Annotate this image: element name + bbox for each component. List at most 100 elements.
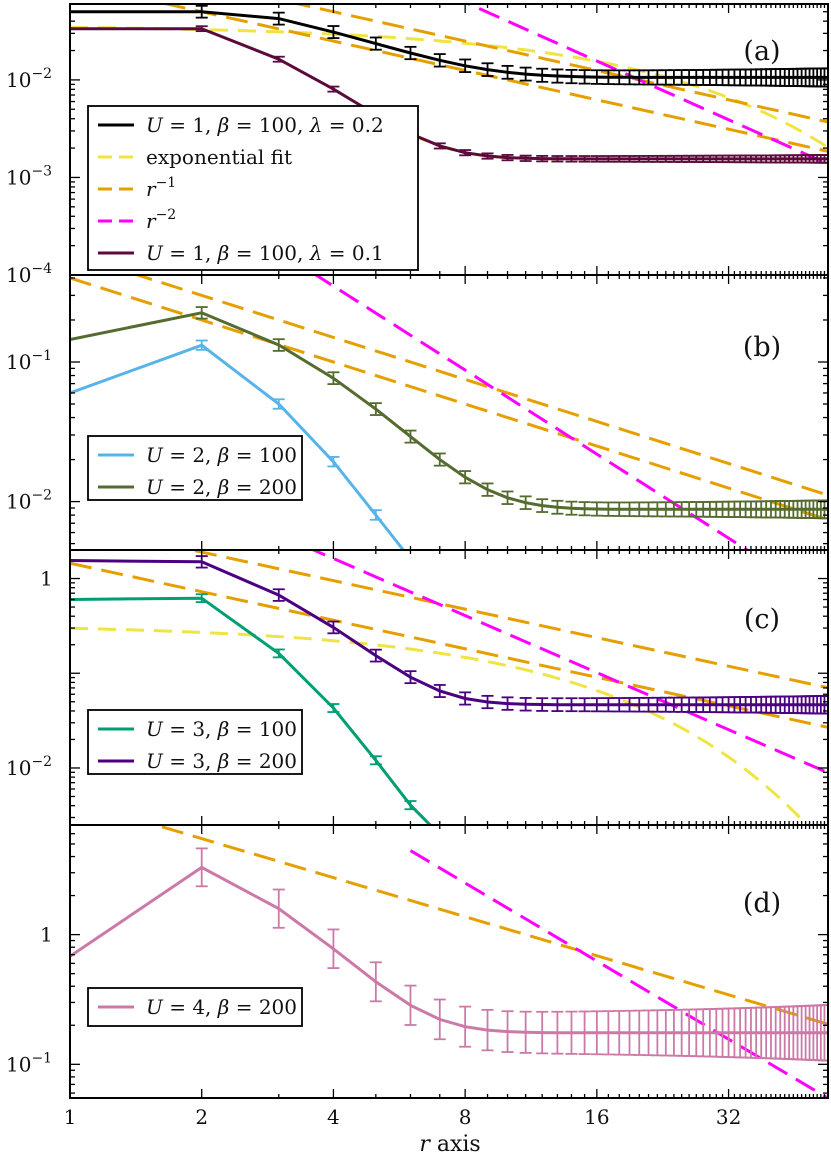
plot-curves xyxy=(70,4,831,1098)
panel-c-errorbar xyxy=(459,844,471,852)
panel-a-errorbar xyxy=(551,155,564,163)
panel-a-errorbar xyxy=(369,36,382,51)
panel-b-errorbar xyxy=(602,613,614,624)
panel-c-errorbar xyxy=(822,847,831,859)
legend-entry: U = 3, β = 200 xyxy=(146,749,297,773)
y-tick-label: 10−2 xyxy=(6,488,52,514)
panel-c-errorbar xyxy=(723,848,735,858)
panel-b-errorbar xyxy=(728,612,740,625)
panel-d-errorbar xyxy=(433,998,446,1041)
panel-c-errorbar xyxy=(327,620,340,635)
panel-b-errorbar xyxy=(651,613,663,624)
panel-a-errorbar xyxy=(481,152,494,160)
panel-a-errorbar xyxy=(602,69,615,85)
panel-c-label: (c) xyxy=(744,604,780,635)
panel-a-errorbar xyxy=(481,62,494,77)
panel-c-errorbar xyxy=(613,849,625,858)
panel-a-errorbar xyxy=(565,155,578,163)
panel-c-errorbar xyxy=(683,849,695,859)
legend-frame xyxy=(87,105,419,271)
panel-a-errorbar xyxy=(501,154,514,162)
panel-c-errorbar xyxy=(551,849,563,858)
panel-c-errorbar xyxy=(717,848,729,858)
panel-c-errorbar xyxy=(369,648,382,663)
panel-b-errorbar xyxy=(807,612,819,626)
panel-c-errorbar xyxy=(536,849,548,858)
panel-b-errorbar xyxy=(369,402,382,416)
panel-d-curves xyxy=(70,825,828,1098)
panel-d-errorbar xyxy=(195,847,208,888)
panel-c-errorbar xyxy=(750,848,762,859)
panel-c-errorbar xyxy=(434,831,446,839)
panel-c-errorbar xyxy=(591,849,603,858)
panel-a-errorbar xyxy=(578,155,591,163)
panel-b-errorbar xyxy=(590,501,603,517)
panel-c-errorbar xyxy=(613,697,626,713)
panel-c-errorbar xyxy=(433,684,446,698)
panel-b-errorbar xyxy=(787,612,799,626)
panel-a-errorbar xyxy=(822,154,828,164)
panel-b-errorbar xyxy=(723,612,735,624)
panel-c-frame xyxy=(69,549,829,826)
x-axis-title: r axis xyxy=(419,1132,480,1157)
panel-b-errorbar xyxy=(690,613,702,625)
panel-b-label: (b) xyxy=(743,332,781,363)
panel-b-errorbar xyxy=(481,482,494,497)
panel-a-errorbar xyxy=(433,142,446,150)
panel-c-legend: U = 3, β = 100 U = 3, β = 200 xyxy=(87,709,303,775)
panel-a-guide-6 xyxy=(465,4,828,166)
panel-b-errorbar xyxy=(404,554,416,564)
panel-c-errorbar xyxy=(502,849,514,858)
panel-b-errorbar xyxy=(613,613,625,624)
legend-entry: U = 3, β = 100 xyxy=(146,717,297,741)
panel-c-errorbar xyxy=(740,848,752,859)
panel-a-errorbar xyxy=(590,69,603,85)
panel-c-errorbar xyxy=(690,849,702,859)
panel-b-errorbar xyxy=(195,339,208,351)
panel-d-errorbar xyxy=(822,1004,828,1062)
panel-b-errorbar xyxy=(613,501,626,517)
panel-d-guide-1 xyxy=(150,825,828,1026)
panel-b-errorbar xyxy=(434,585,446,595)
panel-b-errorbar xyxy=(578,501,591,517)
panel-b-errorbar xyxy=(327,456,340,468)
x-tick-label: 1 xyxy=(64,1105,77,1129)
panel-c-errorbar xyxy=(800,848,812,860)
panel-c-curves xyxy=(70,550,831,860)
panel-c-errorbar xyxy=(551,697,564,712)
panel-a-errorbar xyxy=(590,155,603,163)
legend-entry: U = 2, β = 100 xyxy=(146,443,297,467)
plot-axes: 10−2 10−3 10−4 (a) 10−1 10−2 (b) 1 10−2 (c) 1 10−1 (… xyxy=(6,3,829,1129)
panel-c-errorbar xyxy=(807,848,819,860)
panel-c-errorbar xyxy=(651,849,663,859)
panel-c-errorbar xyxy=(787,848,799,859)
y-tick-label: 10−3 xyxy=(6,163,52,189)
panel-d-errorbar xyxy=(536,1010,549,1055)
legend-entry: r−1 xyxy=(146,175,176,201)
panel-c-errorbar xyxy=(579,849,591,858)
y-tick-label: 10−1 xyxy=(6,348,52,374)
panel-c-errorbar xyxy=(482,848,494,856)
panel-c-errorbar xyxy=(624,849,636,858)
panel-d-guide-2 xyxy=(409,849,828,1098)
panel-d-legend: U = 4, β = 200 xyxy=(87,987,303,1027)
panel-b-errorbar xyxy=(565,500,578,516)
panel-b-errorbar xyxy=(551,499,564,515)
panel-d-errorbar xyxy=(551,1010,564,1055)
panel-b-errorbar xyxy=(327,371,340,385)
panel-c-errorbar xyxy=(578,697,591,713)
legend-frame xyxy=(87,709,303,775)
y-tick-label: 10−1 xyxy=(6,1050,52,1076)
panel-c-errorbar xyxy=(704,848,716,858)
legend-entry: U = 4, β = 200 xyxy=(146,995,297,1019)
panel-a-errorbar xyxy=(327,25,340,40)
legend-entry: U = 2, β = 200 xyxy=(146,475,297,499)
panel-d-label: (d) xyxy=(743,888,781,919)
legend-entry: U = 1, β = 100, λ = 0.2 xyxy=(146,113,384,137)
panel-b-errorbar xyxy=(683,613,695,625)
panel-a-errorbar xyxy=(536,67,549,83)
panel-b-errorbar xyxy=(815,611,827,625)
panel-d-errorbar xyxy=(501,1010,514,1053)
panel-b-errorbar xyxy=(536,498,549,513)
panel-a-errorbar xyxy=(433,53,446,68)
